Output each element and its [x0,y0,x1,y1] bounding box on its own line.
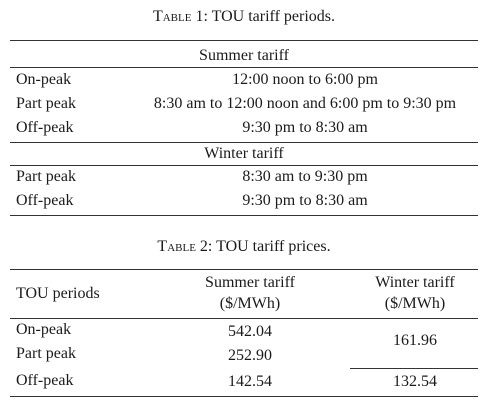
t2-row-period: Part peak [16,345,76,362]
t1-summer-time: 8:30 am to 12:00 noon and 6:00 pm to 9:3… [153,95,457,112]
t2-header-periods: TOU periods [16,285,100,302]
t1-winter-time: 8:30 am to 9:30 pm [242,168,368,185]
summer-tariff-header: Summer tariff [199,47,289,64]
table2-top-rule [10,269,478,270]
t2-row-period: On-peak [16,321,72,338]
t2-row-summer-price: 542.04 [228,323,272,340]
t1-summer-period: On-peak [16,71,72,88]
table1-top-rule [10,40,478,41]
t1-winter-period: Part peak [16,168,76,185]
summer-header-rule [10,67,478,68]
table2-bottom-rule [10,396,478,397]
t2-header-summer-line2: ($/MWh) [219,295,281,312]
t2-row-winter-price: 132.54 [393,373,437,390]
table1-bottom-rule [10,215,478,216]
winter-header-rule [10,165,478,166]
t2-header-winter-line1: Winter tariff [375,274,455,291]
t1-summer-time: 9:30 pm to 8:30 am [242,119,368,136]
table2-header-rule [10,318,478,319]
t2-row-summer-price: 252.90 [228,347,272,364]
table1-caption: Table 1: TOU tariff periods. [0,8,488,26]
table1-mid-rule [10,142,478,143]
t1-winter-time: 9:30 pm to 8:30 am [242,192,368,209]
table1-caption-prefix: Table 1: [152,8,208,25]
t2-row-period: Off-peak [16,372,74,389]
table1-caption-text: TOU tariff periods. [207,8,336,25]
table2-caption-text: TOU tariff prices. [212,238,331,255]
t2-winter-merged-price: 161.96 [393,332,437,349]
t1-summer-period: Off-peak [16,119,74,136]
table2-caption: Table 2: TOU tariff prices. [0,238,488,256]
table2-caption-prefix: Table 2: [157,238,213,255]
t2-row-summer-price: 142.54 [228,373,272,390]
t1-summer-period: Part peak [16,95,76,112]
t2-header-summer-line1: Summer tariff [205,274,295,291]
t2-header-winter-line2: ($/MWh) [384,295,446,312]
winter-tariff-header: Winter tariff [204,145,284,162]
t2-winter-sub-rule [350,368,478,369]
t1-winter-period: Off-peak [16,192,74,209]
t1-summer-time: 12:00 noon to 6:00 pm [232,71,378,88]
